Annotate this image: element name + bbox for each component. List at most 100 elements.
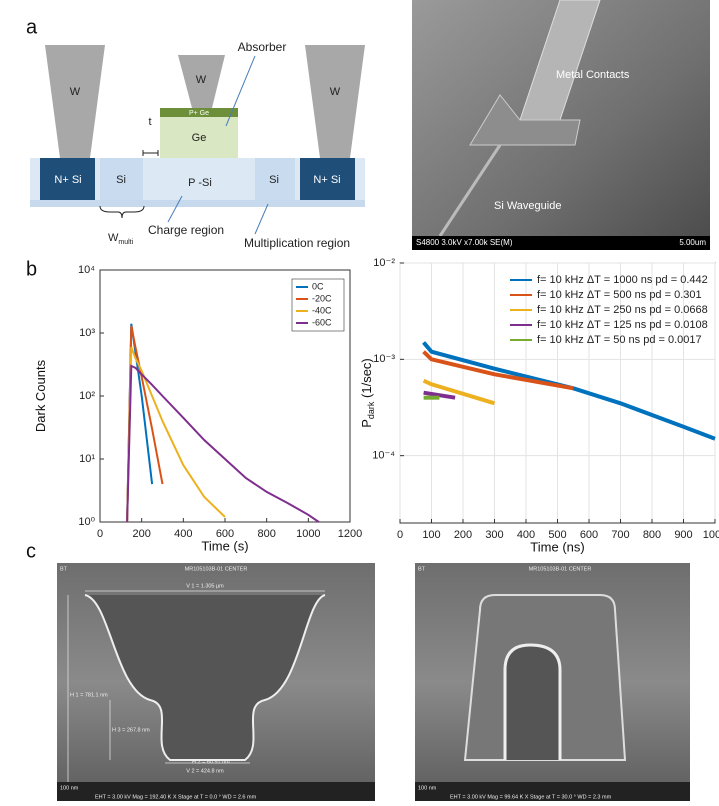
sem-title: MR105103B-01 CENTER	[529, 566, 592, 572]
sem-label: Si Waveguide	[494, 200, 561, 212]
x-axis-label: Time (ns)	[530, 539, 584, 554]
pillar-label: W	[196, 74, 207, 86]
charge-label: Charge region	[148, 223, 224, 237]
y-label-main: P	[359, 419, 374, 428]
legend-label: f= 10 kHz ΔT = 1000 ns pd = 0.442	[537, 274, 708, 286]
arrow	[225, 55, 256, 127]
arrow	[167, 195, 183, 223]
si-layer-base	[30, 200, 365, 207]
x-tick-label: 600	[216, 528, 234, 540]
y-tick-label: 10⁻³	[373, 353, 395, 365]
series-line	[126, 364, 320, 523]
measure: H 1 = 781.1 nm	[70, 692, 108, 698]
x-tick-label: 1000	[703, 529, 719, 541]
legend-label: f= 10 kHz ΔT = 125 ns pd = 0.0108	[537, 319, 708, 331]
measure: H 3 = 267.8 nm	[112, 727, 150, 733]
layer-label: N+ Si	[54, 174, 81, 186]
y-label-unit: (1/sec)	[359, 358, 374, 398]
x-tick-label: 0	[97, 528, 103, 540]
w-pillar	[305, 45, 365, 158]
ge-block	[160, 117, 238, 158]
sem-scale: 5.00um	[679, 238, 706, 247]
absorber-label: Absorber	[238, 40, 287, 54]
panel-label: b	[26, 258, 37, 280]
sem-bar	[415, 782, 690, 801]
sem-footer: EHT = 3.00 kV Mag = 99.64 K X Stage at T…	[450, 794, 612, 800]
y-tick-label: 10⁴	[78, 264, 95, 276]
x-tick-label: 1000	[296, 528, 320, 540]
y-tick-label: 10⁻⁴	[372, 450, 395, 462]
pplus-label: P+ Ge	[189, 110, 209, 117]
waveguide	[438, 144, 502, 237]
w-pillar	[45, 45, 105, 158]
layer-label: Si	[116, 174, 126, 186]
w-pillar	[178, 55, 225, 108]
x-tick-label: 800	[257, 528, 275, 540]
measure: V 2 = 424.8 nm	[186, 768, 224, 774]
sem-scale: 100 nm	[60, 785, 79, 791]
x-tick-label: 900	[674, 529, 692, 541]
contact	[469, 94, 581, 146]
series-line	[126, 346, 226, 523]
sem-image: BT MR105103B-01 CENTER 100 nm EHT = 3.00…	[415, 563, 690, 801]
pillar-label: W	[330, 86, 341, 98]
x-tick-label: 600	[580, 529, 598, 541]
trench	[84, 594, 326, 761]
y-label-sub: dark	[366, 401, 376, 419]
x-tick-label: 500	[548, 529, 566, 541]
sem-bar	[412, 236, 710, 250]
x-tick-label: 100	[422, 529, 440, 541]
y-tick-label: 10⁰	[78, 516, 95, 528]
legend-label: f= 10 kHz ΔT = 500 ns pd = 0.301	[537, 289, 702, 301]
sem-image: BT MR105103B-01 CENTER V 1 = 1.305 µm H …	[57, 563, 375, 801]
y-tick-label: 10³	[79, 327, 95, 339]
si-region	[255, 158, 295, 200]
layer-label: N+ Si	[313, 174, 340, 186]
y-tick-label: 10¹	[79, 453, 95, 465]
series-line	[423, 390, 456, 400]
panel-label: a	[26, 16, 38, 38]
panel-label: c	[26, 540, 36, 562]
n-si	[300, 158, 355, 200]
arrow	[254, 203, 269, 235]
sem-info: S4800 3.0kV x7.00k SE(M)	[416, 238, 513, 247]
measure: V 1 = 1.305 µm	[186, 583, 224, 589]
pplus-ge	[160, 108, 238, 117]
x-tick-label: 800	[643, 529, 661, 541]
sem-image: Metal Contacts Si Waveguide S4800 3.0kV …	[412, 0, 710, 250]
wmulti-label: Wmulti	[108, 232, 134, 246]
w: W	[108, 232, 119, 244]
x-tick-label: 400	[517, 529, 535, 541]
layer-label: P -Si	[188, 177, 212, 189]
legend-label: 0C	[312, 281, 324, 291]
x-axis-label: Time (s)	[201, 538, 248, 553]
y-axis-label: Pdark (1/sec)	[359, 358, 376, 428]
brace	[99, 205, 145, 219]
n-si	[40, 158, 95, 200]
x-tick-label: 1200	[338, 528, 362, 540]
x-tick-label: 400	[174, 528, 192, 540]
legend-label: -40C	[312, 305, 332, 315]
y-label-main: Dark Counts	[33, 359, 48, 432]
x-tick-label: 200	[132, 528, 150, 540]
x-tick-label: 300	[485, 529, 503, 541]
inner-u	[503, 643, 562, 760]
sem-scale: 100 nm	[418, 785, 437, 791]
x-tick-label: 200	[454, 529, 472, 541]
legend-label: -60C	[312, 317, 332, 327]
sem-label: Metal Contacts	[556, 69, 630, 81]
y-axis-label: Dark Counts	[33, 359, 48, 432]
mult-label: Multiplication region	[244, 236, 350, 250]
w-sub: multi	[118, 239, 133, 246]
si-region	[100, 158, 143, 200]
legend-label: f= 10 kHz ΔT = 50 ns pd = 0.0017	[537, 334, 702, 346]
t-label: t	[148, 116, 151, 128]
measure-lines	[67, 590, 325, 783]
series-line	[422, 378, 496, 406]
sem-corner: BT	[60, 566, 68, 572]
x-tick-label: 0	[397, 529, 403, 541]
t-bracket	[142, 150, 159, 156]
sem-footer: EHT = 3.00 kV Mag = 192.40 K X Stage at …	[95, 794, 257, 800]
x-tick-label: 700	[611, 529, 629, 541]
